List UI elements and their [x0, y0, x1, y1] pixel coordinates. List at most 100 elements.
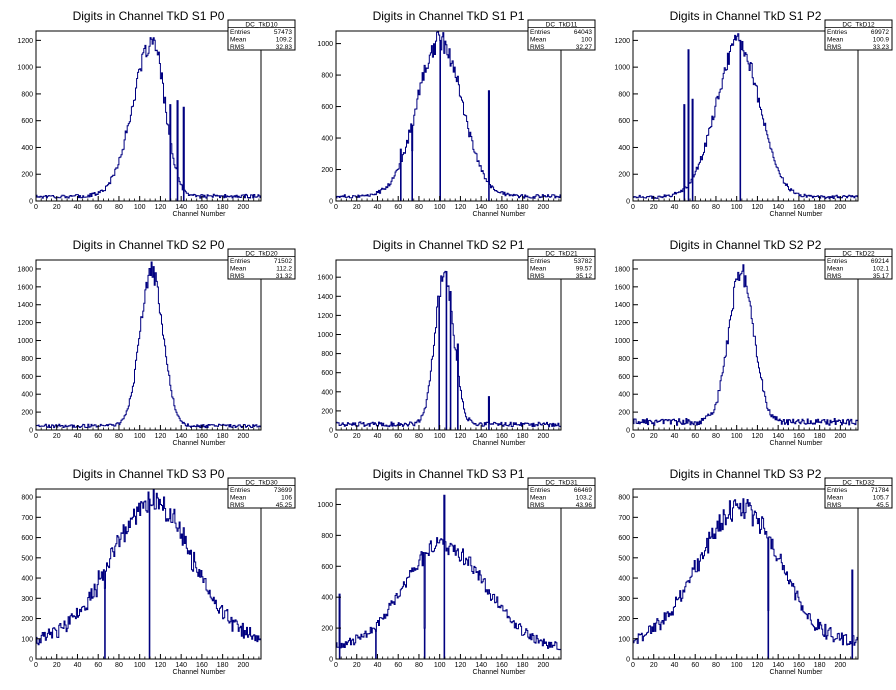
y-tick-label: 200 [21, 172, 33, 179]
stats-value: 73699 [274, 487, 292, 494]
x-tick-label: 0 [631, 433, 635, 440]
histogram-panel: Digits in Channel TkD S3 P0 0 20 40 60 80 100 1… [21, 467, 296, 676]
x-tick-label: 180 [814, 433, 826, 440]
x-tick-label: 140 [475, 204, 487, 211]
stats-value: 31.32 [276, 273, 293, 280]
x-tick-label: 120 [155, 204, 167, 211]
stats-box [824, 248, 893, 280]
x-tick-label: 40 [671, 433, 679, 440]
stats-box [527, 19, 596, 51]
y-tick-label: 400 [321, 389, 333, 396]
stats-label: Entries [230, 258, 251, 265]
chart-title: Digits in Channel TkD S2 P0 [73, 238, 225, 252]
y-tick-label: 400 [21, 576, 33, 583]
y-tick-label: 600 [21, 118, 33, 125]
stats-value: 71502 [274, 258, 292, 265]
stats-value: 45.5 [876, 502, 889, 509]
x-tick-label: 180 [814, 204, 826, 211]
x-axis-label: Channel Number [770, 211, 824, 218]
x-tick-label: 200 [835, 433, 847, 440]
stats-label: Entries [530, 487, 551, 494]
stats-box [227, 19, 296, 51]
x-tick-label: 0 [34, 433, 38, 440]
x-tick-label: 20 [353, 433, 361, 440]
stats-value: 100 [581, 37, 592, 44]
x-tick-label: 100 [434, 204, 446, 211]
x-tick-label: 200 [238, 204, 250, 211]
stats-value: 105.7 [873, 495, 890, 502]
x-tick-label: 40 [74, 433, 82, 440]
y-tick-label: 600 [618, 118, 630, 125]
x-tick-label: 100 [731, 204, 743, 211]
y-tick-label: 200 [618, 616, 630, 623]
y-tick-label: 800 [321, 73, 333, 80]
stats-label: RMS [230, 502, 245, 509]
stats-label: Mean [530, 266, 547, 273]
x-tick-label: 100 [731, 662, 743, 669]
y-tick-label: 700 [21, 515, 33, 522]
x-tick-label: 100 [731, 433, 743, 440]
y-tick-label: 300 [618, 596, 630, 603]
stats-value: 69214 [871, 258, 889, 265]
y-tick-label: 400 [321, 595, 333, 602]
stats-name: DC_TkD21 [545, 251, 578, 258]
y-tick-label: 100 [618, 636, 630, 643]
y-tick-label: 0 [29, 199, 33, 206]
x-tick-label: 40 [374, 204, 382, 211]
stats-value: 69972 [871, 29, 889, 36]
x-tick-label: 100 [434, 662, 446, 669]
y-tick-label: 0 [329, 657, 333, 664]
histogram-panel: Digits in Channel TkD S1 P2 0 20 40 60 80 100 1… [614, 9, 893, 218]
stats-name: DC_TkD11 [546, 22, 578, 29]
x-tick-label: 160 [196, 433, 208, 440]
stats-value: 103.2 [576, 495, 593, 502]
stats-label: Mean [230, 266, 247, 273]
x-tick-label: 60 [94, 204, 102, 211]
x-tick-label: 80 [115, 662, 123, 669]
histogram-panel: Digits in Channel TkD S1 P1 0 20 40 60 80 100 1… [317, 9, 596, 218]
chart-title: Digits in Channel TkD S3 P2 [670, 467, 822, 481]
y-tick-label: 600 [321, 104, 333, 111]
plot-frame [632, 259, 859, 431]
stats-label: Entries [827, 29, 848, 36]
stats-label: Mean [827, 266, 844, 273]
histogram-line [632, 264, 859, 430]
chart-title: Digits in Channel TkD S2 P1 [373, 238, 525, 252]
stats-value: 32.27 [576, 44, 593, 51]
x-tick-label: 160 [196, 662, 208, 669]
x-tick-label: 140 [772, 204, 784, 211]
stats-value: 45.25 [276, 502, 293, 509]
stats-value: 53782 [574, 258, 592, 265]
plot-frame [335, 30, 562, 202]
x-tick-label: 120 [752, 204, 764, 211]
y-tick-label: 400 [21, 145, 33, 152]
y-tick-label: 400 [21, 392, 33, 399]
x-tick-label: 20 [53, 662, 61, 669]
x-tick-label: 0 [334, 662, 338, 669]
y-tick-label: 200 [321, 626, 333, 633]
chart-title: Digits in Channel TkD S2 P2 [670, 238, 822, 252]
x-tick-label: 200 [238, 662, 250, 669]
y-tick-label: 200 [618, 410, 630, 417]
stats-label: Entries [827, 258, 848, 265]
histogram-line [335, 494, 562, 659]
stats-value: 43.96 [576, 502, 593, 509]
x-tick-label: 40 [74, 662, 82, 669]
histogram-panel: Digits in Channel TkD S3 P2 0 20 40 60 80 100 1… [618, 467, 893, 676]
x-tick-label: 80 [415, 662, 423, 669]
y-tick-label: 800 [618, 495, 630, 502]
x-tick-label: 40 [374, 433, 382, 440]
chart-title: Digits in Channel TkD S3 P0 [73, 467, 225, 481]
x-tick-label: 200 [835, 204, 847, 211]
x-tick-label: 140 [475, 433, 487, 440]
y-tick-label: 800 [618, 91, 630, 98]
histogram-panel: Digits in Channel TkD S3 P1 0 20 40 60 80 100 1… [317, 467, 596, 676]
stats-box [527, 477, 596, 509]
y-tick-label: 1000 [17, 65, 33, 72]
y-tick-label: 800 [321, 533, 333, 540]
x-tick-label: 160 [793, 433, 805, 440]
x-tick-label: 160 [496, 433, 508, 440]
stats-value: 109.2 [276, 37, 293, 44]
x-axis-label: Channel Number [473, 211, 527, 218]
stats-box [824, 477, 893, 509]
